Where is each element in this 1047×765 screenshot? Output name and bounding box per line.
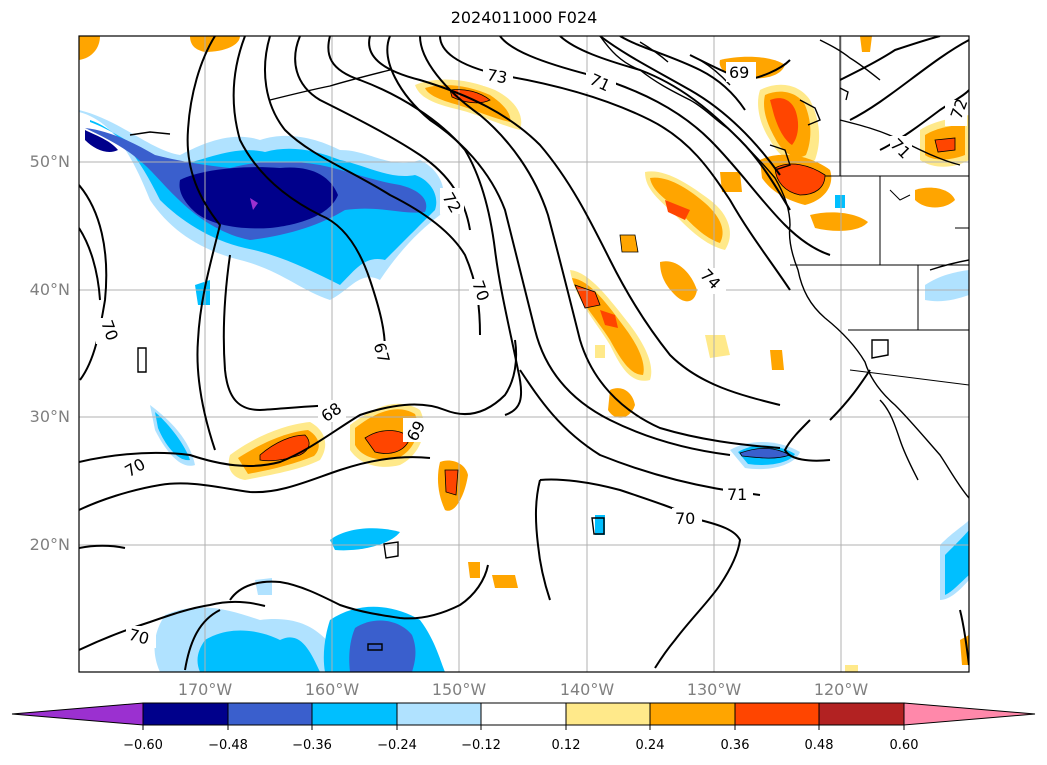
colorbar-tick-label: 0.36 xyxy=(720,738,750,753)
contour-label-group: 73 71 69 72 71 72 70 74 70 67 68 69 70 xyxy=(96,62,972,649)
longitude-label: 140°W xyxy=(559,680,615,699)
contour-label: 73 xyxy=(485,65,508,87)
colorbar-tick-label: −0.36 xyxy=(292,738,332,753)
borders xyxy=(790,36,969,386)
colorbar-tick-label: −0.60 xyxy=(123,738,163,753)
contour-label: 69 xyxy=(729,63,749,82)
height-contours xyxy=(79,36,969,671)
anomaly-outlines xyxy=(259,89,956,496)
colorbar-max-extension xyxy=(903,702,1036,726)
colorbar-tick-label: 0.24 xyxy=(635,738,665,753)
longitude-label: 160°W xyxy=(304,680,360,699)
colorbar-tick-label: 0.60 xyxy=(889,738,919,753)
map-title: 2024011000 F024 xyxy=(450,8,598,27)
colorbar xyxy=(11,702,1036,726)
colorbar-tick-label: −0.12 xyxy=(461,738,501,753)
negative-anomaly-fill xyxy=(79,110,969,672)
longitude-label: 120°W xyxy=(813,680,869,699)
longitude-label: 150°W xyxy=(431,680,487,699)
latitude-label: 30°N xyxy=(29,407,70,426)
latitude-label: 50°N xyxy=(29,152,70,171)
contour-label: 70 xyxy=(675,509,695,528)
latitude-label: 40°N xyxy=(29,280,70,299)
longitude-label: 170°W xyxy=(177,680,233,699)
colorbar-ticks xyxy=(142,725,905,730)
colorbar-min-extension xyxy=(11,702,144,726)
contour-label: 67 xyxy=(370,341,394,366)
map-frame xyxy=(78,35,970,673)
colorbar-tick-label: −0.48 xyxy=(208,738,248,753)
latitude-label: 20°N xyxy=(29,535,70,554)
colorbar-tick-label: −0.24 xyxy=(377,738,417,753)
coastlines xyxy=(129,36,969,651)
colorbar-tick-label: 0.48 xyxy=(804,738,834,753)
longitude-label: 130°W xyxy=(686,680,742,699)
contour-label: 71 xyxy=(727,485,747,504)
contour-label: 72 xyxy=(947,96,972,122)
colorbar-tick-label: 0.12 xyxy=(551,738,581,753)
contour-label: 70 xyxy=(127,625,152,649)
